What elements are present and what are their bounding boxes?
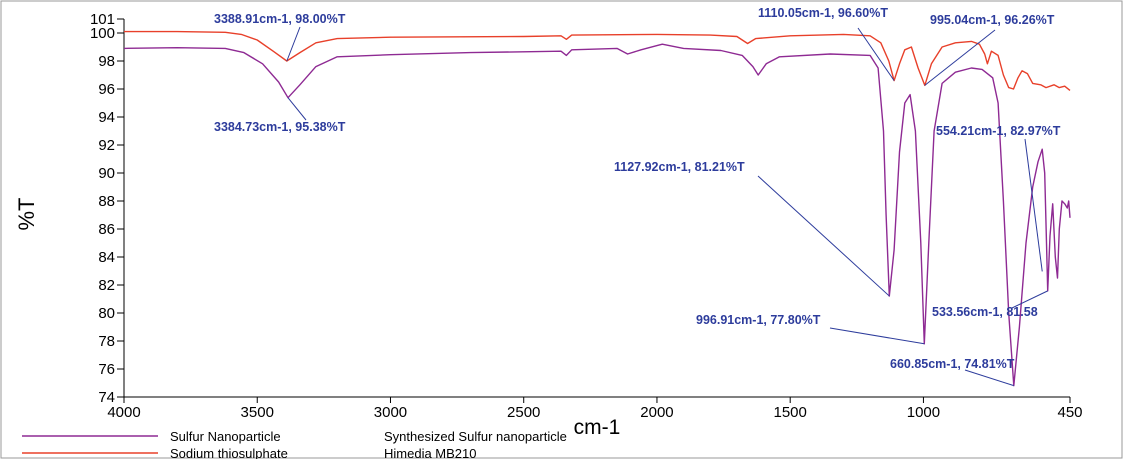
y-tick-label: 98 xyxy=(98,53,115,70)
annotation-leader xyxy=(757,175,890,297)
annotation-label: 3388.91cm-1, 98.00%T xyxy=(214,12,346,26)
legend: Sulfur Nanoparticle Synthesized Sulfur n… xyxy=(22,429,567,459)
annotation-label: 1127.92cm-1, 81.21%T xyxy=(614,160,745,174)
x-tick-label: 1500 xyxy=(774,404,807,421)
annotation-leader xyxy=(286,26,301,62)
annotation-label: 554.21cm-1, 82.97%T xyxy=(936,124,1061,138)
y-tick-label: 92 xyxy=(98,137,115,154)
y-tick-label: 84 xyxy=(98,249,115,266)
annotations-group: 3388.91cm-1, 98.00%T 3384.73cm-1, 95.38%T… xyxy=(214,6,1061,387)
x-axis-title: cm-1 xyxy=(574,416,621,439)
x-tick-label: 2500 xyxy=(507,404,540,421)
y-axis-title: %T xyxy=(14,198,39,231)
x-tick-label: 4000 xyxy=(107,404,140,421)
x-tick-label: 450 xyxy=(1057,404,1082,421)
y-tick-label: 74 xyxy=(98,389,115,406)
annotation-leader xyxy=(964,369,1014,387)
y-tick-label: 94 xyxy=(98,109,115,126)
annotation-label: 1110.05cm-1, 96.60%T xyxy=(758,6,888,20)
legend-desc-sulfur: Synthesized Sulfur nanoparticle xyxy=(384,429,567,444)
y-tick-label: 78 xyxy=(98,333,115,350)
y-tick-label: 88 xyxy=(98,193,115,210)
annotation-leader xyxy=(924,29,996,86)
y-tick-label: 82 xyxy=(98,277,115,294)
annotation-leader xyxy=(1024,138,1043,272)
y-tick-label: 101 xyxy=(90,11,115,28)
annotation-label: 533.56cm-1, 81.58 xyxy=(932,305,1038,319)
x-axis-ticks: 4000 3500 3000 2500 2000 1500 1000 450 xyxy=(107,397,1083,421)
annotation-leader xyxy=(857,27,895,81)
legend-desc-thio: Himedia MB210 xyxy=(384,446,477,459)
series-group xyxy=(123,30,1071,387)
annotation-label: 660.85cm-1, 74.81%T xyxy=(890,357,1015,371)
x-tick-label: 3500 xyxy=(241,404,274,421)
y-tick-label: 80 xyxy=(98,305,115,322)
annotation-label: 996.91cm-1, 77.80%T xyxy=(696,313,821,327)
x-tick-label: 2000 xyxy=(640,404,673,421)
annotation-label: 3384.73cm-1, 95.38%T xyxy=(214,120,346,134)
y-tick-label: 96 xyxy=(98,81,115,98)
y-tick-label: 100 xyxy=(90,25,115,42)
x-tick-label: 3000 xyxy=(374,404,407,421)
y-tick-label: 90 xyxy=(98,165,115,182)
legend-label-thio: Sodium thiosulphate xyxy=(170,446,288,459)
series-line-sodium-thiosulphate xyxy=(124,30,1071,91)
annotation-leader xyxy=(829,327,925,345)
annotation-leader xyxy=(287,97,307,121)
y-tick-label: 76 xyxy=(98,361,115,378)
y-tick-label: 86 xyxy=(98,221,115,238)
legend-label-sulfur: Sulfur Nanoparticle xyxy=(170,429,281,444)
series-line-sulfur-nanoparticle xyxy=(123,43,1071,387)
x-tick-label: 1000 xyxy=(907,404,940,421)
annotation-leader xyxy=(1011,290,1048,309)
annotation-label: 995.04cm-1, 96.26%T xyxy=(930,13,1055,27)
